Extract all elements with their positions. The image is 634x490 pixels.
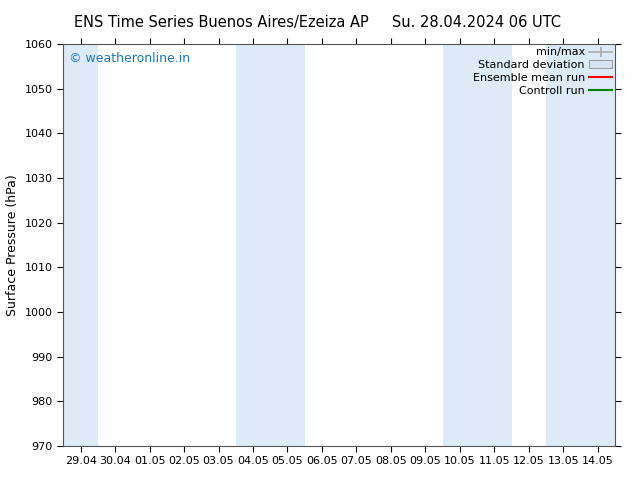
Legend: min/max, Standard deviation, Ensemble mean run, Controll run: min/max, Standard deviation, Ensemble me… [473, 48, 612, 96]
Bar [443, 44, 512, 446]
Y-axis label: Surface Pressure (hPa): Surface Pressure (hPa) [6, 174, 19, 316]
Bar [63, 44, 98, 446]
Bar [236, 44, 305, 446]
Text: © weatheronline.in: © weatheronline.in [69, 52, 190, 65]
Text: ENS Time Series Buenos Aires/Ezeiza AP     Su. 28.04.2024 06 UTC: ENS Time Series Buenos Aires/Ezeiza AP S… [74, 15, 560, 30]
Bar [546, 44, 615, 446]
